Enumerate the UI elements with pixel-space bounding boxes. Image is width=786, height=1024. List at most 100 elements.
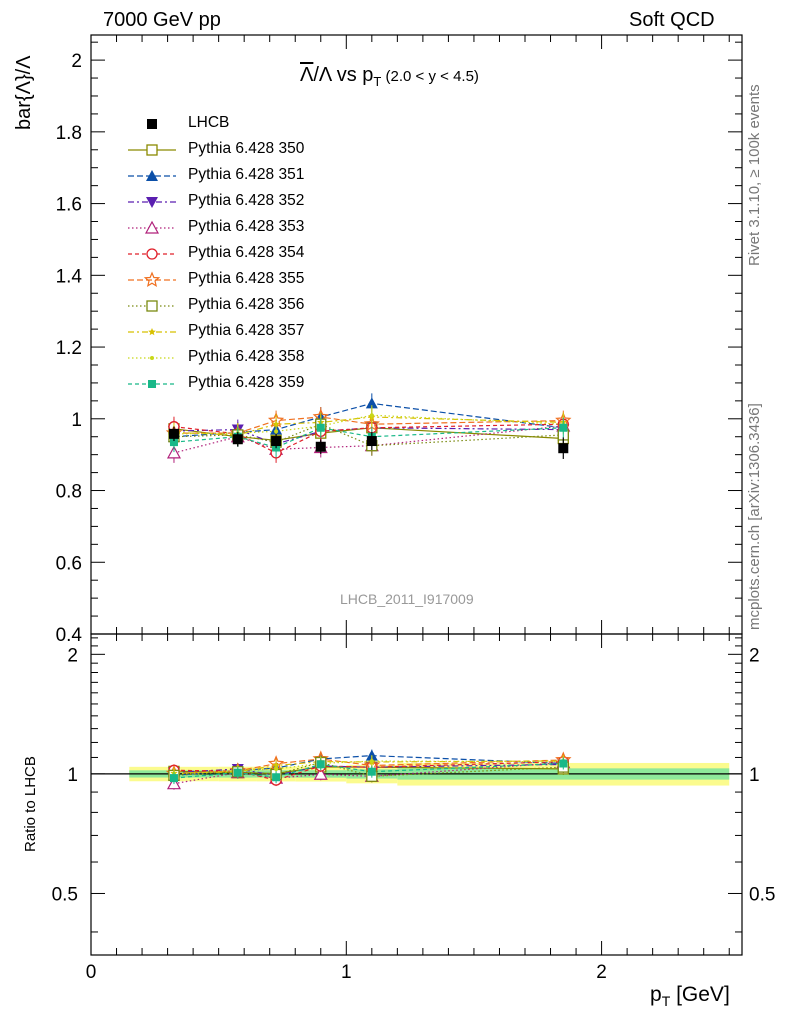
legend-swatch [128, 197, 176, 208]
ratio-tick-label-left: 2 [67, 645, 78, 666]
legend-swatch [128, 271, 176, 287]
legend-label: LHCB [188, 114, 230, 131]
ratio-series-line [173, 761, 564, 777]
title-lambda-bar: Λ [300, 64, 314, 86]
series-line [173, 414, 564, 435]
ratio-tick-label-left: 0.5 [52, 884, 78, 905]
ratio-marker [559, 759, 568, 768]
legend-swatch [128, 300, 176, 312]
series-marker [559, 423, 568, 432]
plot-title: Λ/Λ vs pT (2.0 < y < 4.5) [300, 64, 479, 89]
legend-marker [148, 380, 156, 388]
mcplots-reference-label: mcplots.cern.ch [arXiv:1306.3436] [746, 403, 763, 630]
legend-entry: Pythia 6.428 354 [126, 243, 386, 269]
legend-marker [146, 248, 158, 260]
y-tick-label: 0.8 [56, 482, 82, 503]
series-marker [166, 445, 181, 459]
tick-labels: 0 1 20.40.60.811.21.41.61.820.5 0.51 12 2 [52, 51, 776, 983]
ratio-series-line [173, 761, 564, 781]
legend-label: Pythia 6.428 353 [188, 218, 305, 235]
ratio-tick-label-right: 2 [749, 645, 760, 666]
legend-marker [143, 271, 161, 287]
ratio-frame [90, 633, 743, 956]
legend-marker [146, 170, 158, 181]
ratio-series-line [173, 760, 564, 775]
axes [90, 34, 743, 956]
legend-entry: Pythia 6.428 358 [126, 347, 386, 373]
legend-entry: Pythia 6.428 357 [126, 321, 386, 347]
title-range: (2.0 < y < 4.5) [381, 68, 479, 85]
y-tick-label: 1.4 [56, 266, 83, 287]
legend-label: Pythia 6.428 350 [188, 140, 305, 157]
data-point [271, 436, 282, 447]
ratio-marker [369, 759, 374, 764]
series-line [173, 423, 564, 454]
ratio-marker [313, 767, 328, 780]
ratio-tick-label-right: 0.5 [749, 884, 775, 905]
legend-label: Pythia 6.428 358 [188, 348, 305, 365]
ratio-marker [365, 749, 378, 761]
legend-entry: Pythia 6.428 353 [126, 217, 386, 243]
legend-swatch [128, 328, 176, 336]
y-tick-label: 2 [71, 51, 82, 72]
legend-marker [144, 220, 160, 234]
series-marker [369, 413, 374, 418]
legend-marker [148, 328, 156, 336]
legend-marker [150, 356, 154, 360]
ratio-y-axis-label: Ratio to LHCB [22, 756, 39, 852]
ratio-marker [169, 774, 178, 783]
legend-label: Pythia 6.428 359 [188, 374, 305, 391]
x-axis-label-subscript: T [661, 993, 671, 1010]
series-marker [274, 429, 279, 434]
legend-marker [146, 300, 158, 312]
legend-swatch [128, 144, 176, 156]
legend-swatch [128, 248, 176, 260]
y-tick-label: 1.8 [56, 123, 82, 144]
rivet-version-label: Rivet 3.1.10, ≥ 100k events [746, 84, 763, 266]
legend-entry: Pythia 6.428 351 [126, 165, 386, 191]
title-main: /Λ vs p [313, 64, 374, 86]
legend-label: Pythia 6.428 352 [188, 192, 305, 209]
series-marker [365, 397, 378, 409]
series-line [173, 427, 564, 449]
y-axis-label: bar{Λ}/Λ [13, 55, 35, 130]
series-line [173, 423, 564, 447]
x-axis-label: pT [GeV] [650, 983, 730, 1009]
data-point [366, 436, 377, 447]
ratio-tick-label-left: 1 [67, 765, 78, 786]
y-tick-label: 0.4 [56, 625, 83, 646]
legend-entry: Pythia 6.428 355 [126, 269, 386, 295]
legend-swatch [147, 119, 157, 129]
legend-label: Pythia 6.428 356 [188, 296, 305, 313]
analysis-watermark: LHCB_2011_I917009 [340, 591, 474, 607]
y-tick-label: 1 [71, 410, 82, 431]
legend-entry: LHCB [126, 113, 386, 139]
data-point [315, 441, 326, 452]
legend-entry: Pythia 6.428 359 [126, 373, 386, 399]
title-subscript: T [373, 74, 382, 89]
series-marker [169, 438, 178, 447]
ratio-tick-label-right: 1 [749, 765, 760, 786]
series-line [173, 425, 564, 454]
legend-marker [147, 119, 157, 129]
legend-label: Pythia 6.428 351 [188, 166, 305, 183]
y-tick-label: 1.2 [56, 338, 82, 359]
ratio-marker [233, 768, 242, 777]
ratio-marker [274, 766, 279, 771]
legend-swatch [128, 170, 176, 181]
data-point [558, 443, 569, 454]
legend-swatch [128, 380, 176, 388]
series-lines [173, 402, 564, 785]
legend-entry: Pythia 6.428 356 [126, 295, 386, 321]
x-tick-label: 0 [86, 962, 97, 983]
series-markers [165, 393, 572, 790]
x-tick-label: 2 [596, 962, 607, 983]
x-axis-label-unit: [GeV] [670, 983, 730, 1006]
data-point [232, 434, 243, 445]
legend-marker [146, 144, 158, 156]
header-left: 7000 GeV pp [103, 9, 221, 31]
y-tick-label: 0.6 [56, 553, 82, 574]
ratio-marker [367, 767, 376, 776]
legend-marker [146, 197, 158, 208]
